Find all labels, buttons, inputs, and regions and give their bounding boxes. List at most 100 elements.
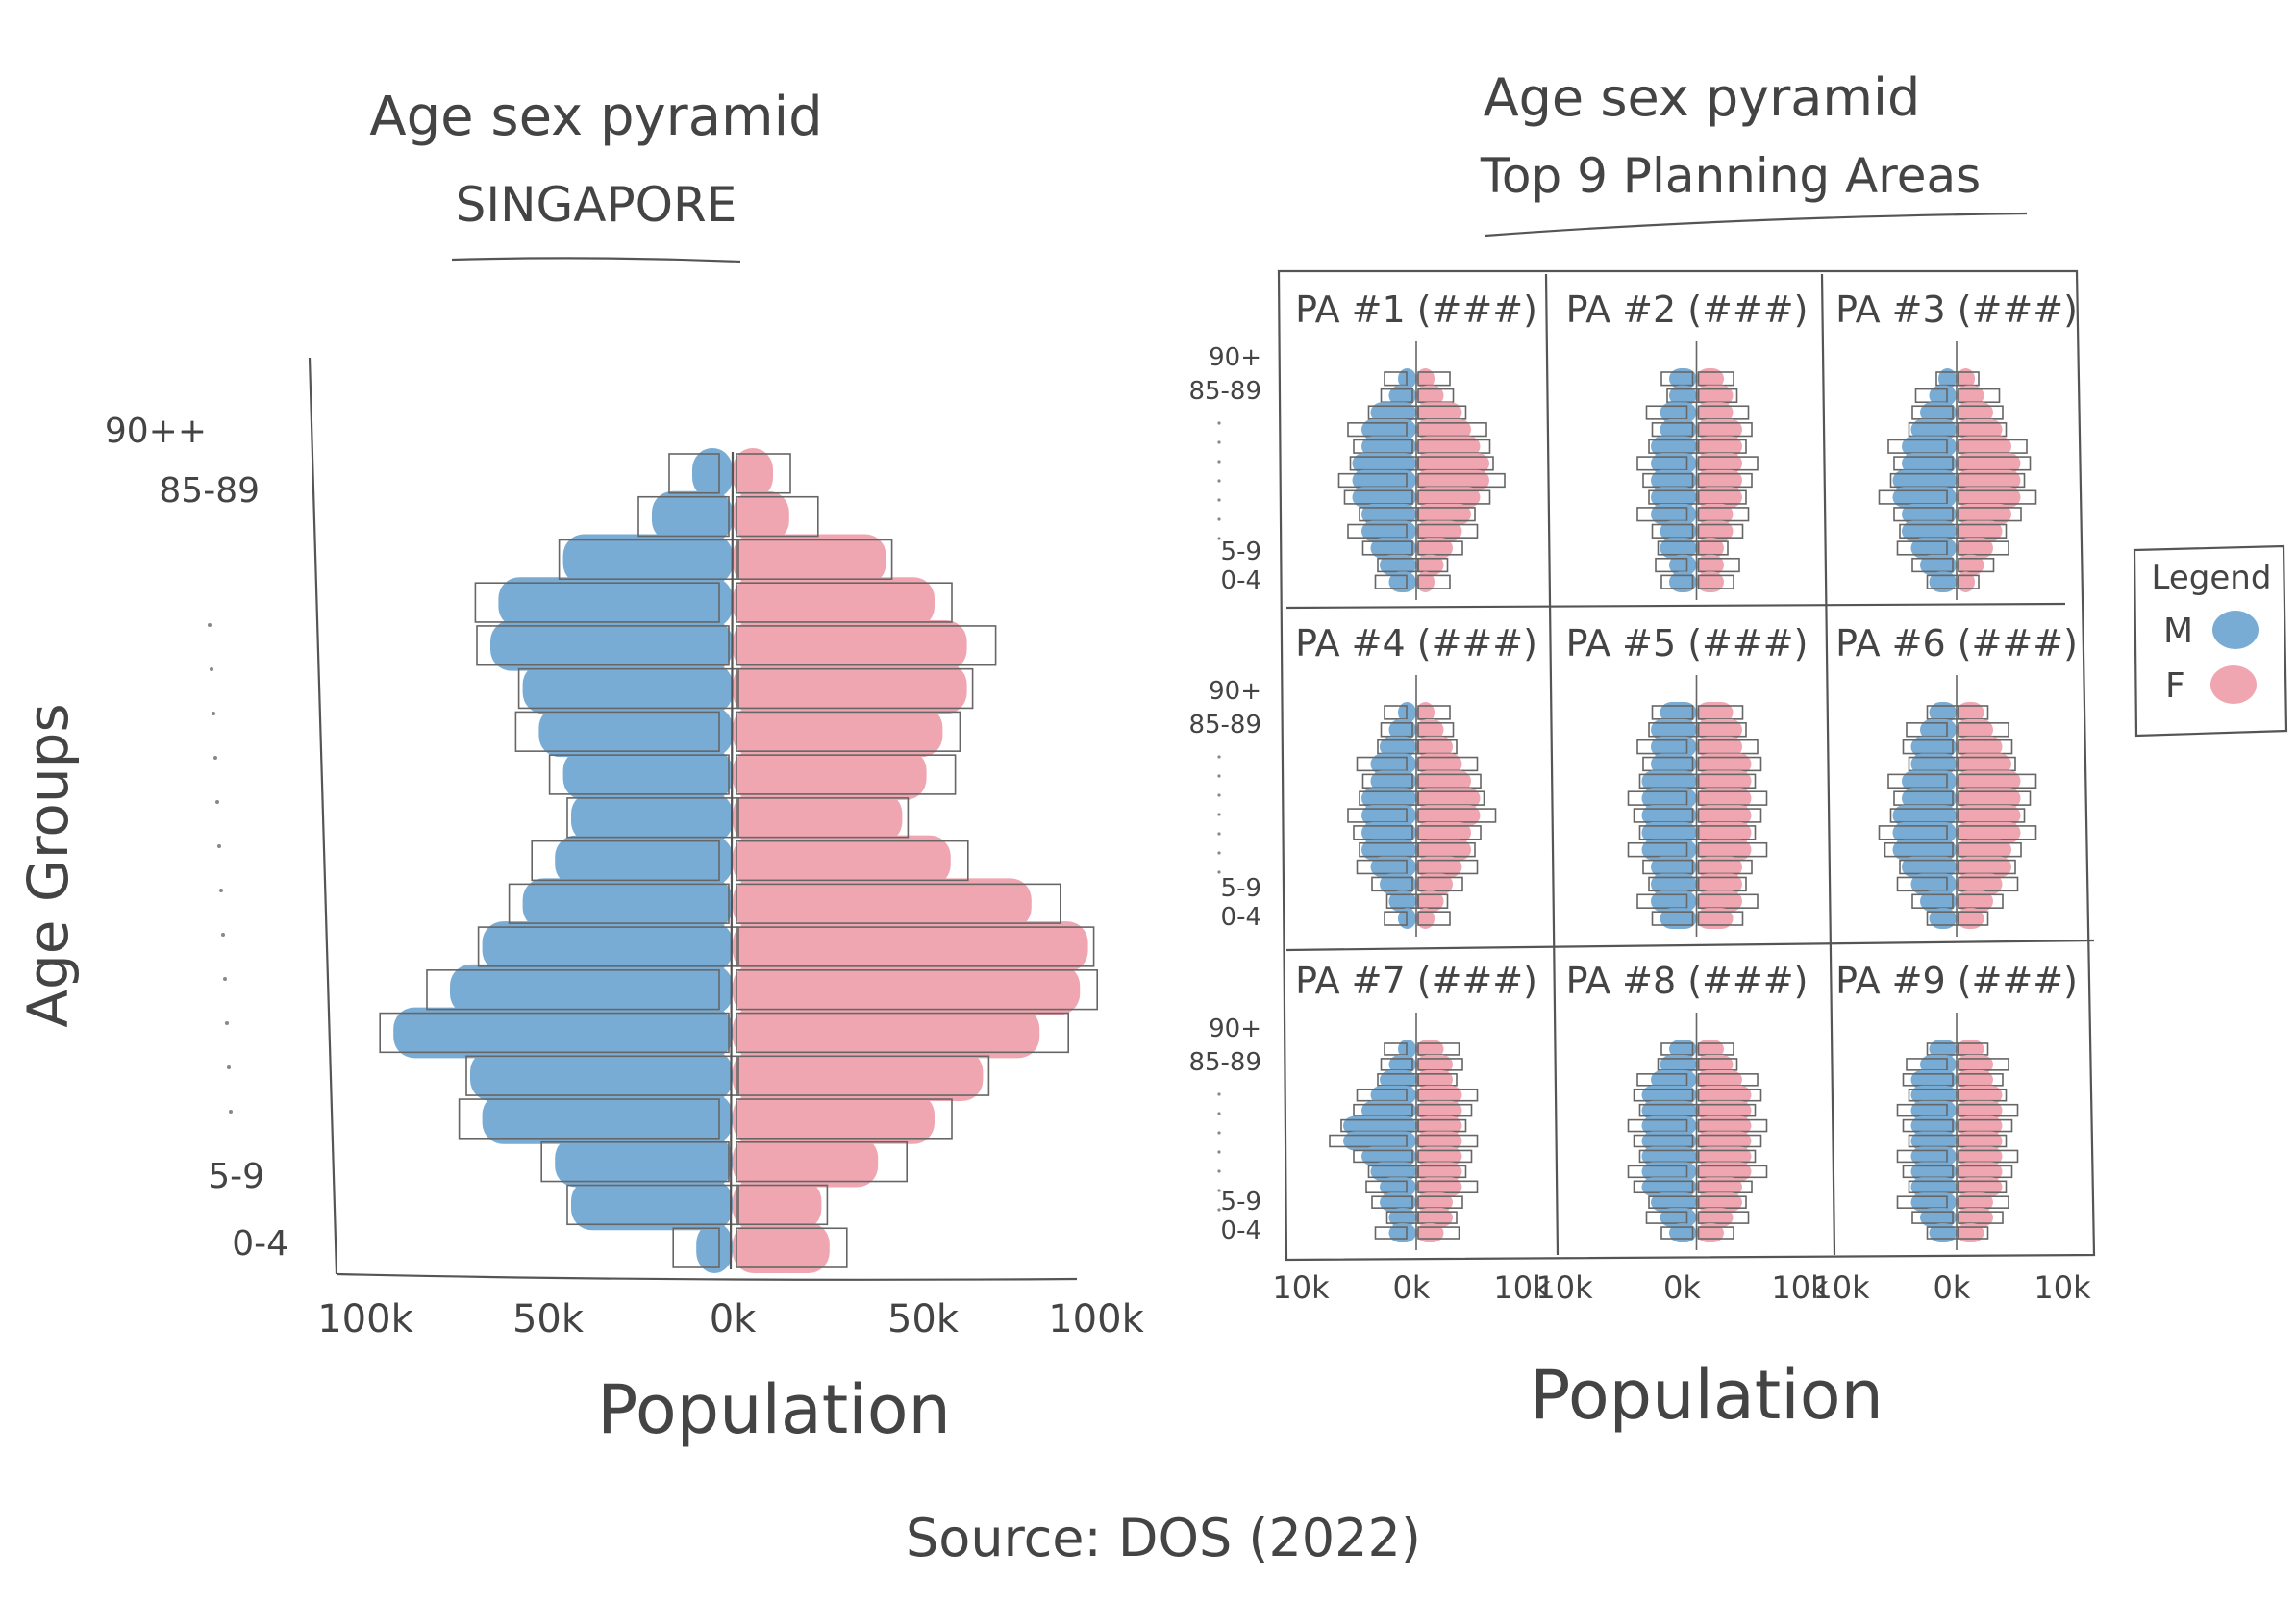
panel-9-bar-f-11 [1957, 1208, 1993, 1228]
left-bar-m-15 [482, 1093, 733, 1144]
panel-4-outline-f-1 [1417, 722, 1455, 738]
panel-3-outline-f-7 [1958, 489, 2037, 505]
panel-3-bar-f-5 [1957, 453, 2021, 474]
left-bar-m-4 [490, 619, 733, 671]
right-chart-subtitle: Top 9 Planning Areas [1480, 148, 1981, 204]
panel-5-outline-f-12 [1697, 911, 1744, 926]
panel-3-bar-f-10 [1957, 538, 1993, 559]
panel-2-bar-f-6 [1696, 469, 1742, 491]
panel-1-bar-f-3 [1416, 418, 1471, 440]
left-outlines-group [379, 453, 1099, 1268]
panel-1-bar-f-11 [1416, 554, 1444, 576]
panel-9-bar-m-0 [1929, 1040, 1957, 1059]
panel-1-outline-f-0 [1417, 371, 1451, 387]
panel-5-outline-m-3 [1642, 756, 1694, 772]
panel-3-outline-f-12 [1958, 574, 1980, 589]
legend-swatch-m [2212, 611, 2259, 649]
panel-6-bar-f-10 [1957, 873, 2003, 895]
panel-5-outline-f-1 [1697, 722, 1747, 738]
panel-7-outline-f-9 [1417, 1180, 1479, 1194]
left-bar-f-9 [733, 835, 951, 887]
panel-1-bar-f-4 [1416, 436, 1481, 458]
panel-5-outline-m-6 [1633, 808, 1694, 823]
left-bar-f-10 [733, 878, 1032, 930]
panel-5-bar-m-4 [1641, 770, 1697, 792]
panel-3-outline-m-7 [1878, 489, 1948, 505]
panel-5-bar-m-5 [1641, 788, 1697, 810]
panel-8-bar-f-1 [1696, 1054, 1734, 1074]
panel-5: PA #5 (###) [1566, 622, 1808, 937]
left-bar-f-5 [733, 663, 967, 714]
panel-9-bar-m-12 [1929, 1223, 1957, 1242]
panel-9-bar-m-10 [1910, 1192, 1957, 1213]
panel-7-bar-f-2 [1416, 1069, 1453, 1090]
panel-5-bar-m-6 [1641, 805, 1697, 826]
panel-3-bar-f-2 [1957, 402, 1993, 423]
panel-5-bar-f-3 [1696, 753, 1752, 775]
panel-grid-row-divider-2 [1285, 939, 2095, 952]
panel-2-outline-m-9 [1651, 523, 1694, 539]
panel-8-bar-f-2 [1696, 1069, 1742, 1090]
panel-4-bar-f-2 [1416, 736, 1453, 758]
left-bar-m-9 [555, 835, 733, 887]
panel-9-outline-f-9 [1958, 1180, 2008, 1194]
right-ytick-dot-row1-6 [1217, 537, 1221, 540]
panel-9-bar-f-7 [1957, 1146, 2003, 1166]
panel-5-bar-f-4 [1696, 770, 1752, 792]
panel-label-9: PA #9 (###) [1835, 960, 2078, 1002]
panel-9-bar-m-9 [1910, 1177, 1957, 1197]
panel-4-bar-m-4 [1370, 770, 1416, 792]
panel-1-bar-m-7 [1352, 487, 1416, 508]
left-bar-m-0 [692, 448, 733, 499]
panel-1-bar-f-2 [1416, 402, 1462, 423]
panel-2-outline-m-12 [1660, 574, 1694, 589]
panel-7-bar-m-1 [1388, 1054, 1416, 1074]
panels-group: PA #1 (###) PA #2 (###) PA #3 (###) PA #4 (… [1295, 288, 2078, 1250]
right-ytick-row2-1: 85-89 [1188, 711, 1261, 739]
panel-6-outline-f-1 [1958, 722, 2009, 738]
panel-3-bar-m-12 [1929, 571, 1957, 592]
left-outline-m-15 [458, 1098, 720, 1140]
left-outline-f-11 [736, 926, 1095, 967]
panel-4-bar-f-8 [1416, 839, 1471, 861]
panel-4-bar-m-10 [1380, 873, 1416, 895]
panel-1-bar-m-11 [1380, 554, 1416, 576]
left-bar-f-6 [733, 706, 943, 758]
panel-9-bar-f-4 [1957, 1100, 2003, 1120]
panel-7-bar-m-7 [1361, 1146, 1416, 1166]
left-ytick-dot-10 [227, 1065, 231, 1069]
panel-8-bar-f-4 [1696, 1100, 1752, 1120]
panel-2-bar-m-1 [1669, 385, 1697, 407]
panel-8-bar-f-5 [1696, 1115, 1752, 1136]
panel-3-bar-m-6 [1892, 469, 1957, 491]
left-outline-m-1 [637, 495, 730, 538]
right-ytick-dot-row1-1 [1217, 440, 1221, 444]
left-bar-m-10 [522, 878, 733, 930]
panel-1-bar-f-12 [1416, 571, 1435, 592]
left-ytick-dot-8 [223, 977, 227, 981]
panel-2-bar-m-3 [1660, 418, 1697, 440]
left-bar-m-17 [571, 1179, 733, 1231]
panel-8-outline-m-12 [1660, 1226, 1694, 1240]
panel-6-bar-m-5 [1902, 788, 1957, 810]
left-xtick-0: 100k [317, 1297, 413, 1341]
right-xtick-col2-1: 0k [1663, 1269, 1701, 1306]
panel-8-outline-m-11 [1645, 1211, 1688, 1224]
panel-2-bar-m-7 [1651, 487, 1697, 508]
panel-5-bar-f-10 [1696, 873, 1742, 895]
panel-1-bar-m-1 [1388, 385, 1416, 407]
panel-8-bar-f-11 [1696, 1208, 1734, 1228]
panel-9-outline-m-11 [1911, 1211, 1954, 1224]
panel-5-bar-m-8 [1641, 839, 1697, 861]
left-outline-f-15 [736, 1098, 953, 1140]
left-xtick-4: 100k [1048, 1297, 1144, 1341]
panel-2-outline-f-9 [1697, 523, 1744, 539]
left-outline-f-17 [736, 1184, 829, 1226]
panel-5-bar-f-5 [1696, 788, 1752, 810]
panel-5-bar-f-2 [1696, 736, 1742, 758]
right-xtick-col1-0: 10k [1272, 1269, 1330, 1306]
panel-6-outline-f-9 [1958, 859, 2016, 875]
panel-4-bar-f-1 [1416, 718, 1444, 740]
left-ytick-dot-0 [208, 623, 212, 627]
